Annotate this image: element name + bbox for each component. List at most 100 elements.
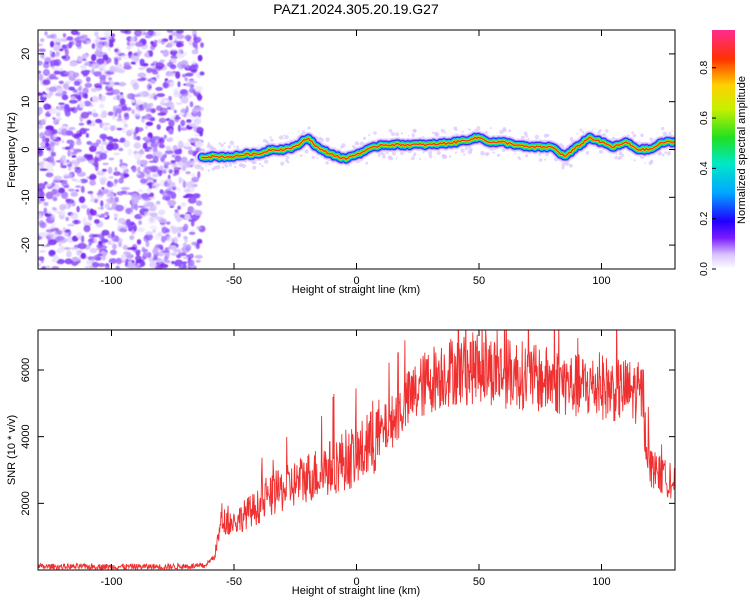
noise-speckle <box>85 76 91 83</box>
noise-speckle <box>38 256 45 261</box>
noise-speckle <box>149 192 155 198</box>
noise-speckle <box>106 136 114 141</box>
ridge-halo-dot <box>644 162 646 164</box>
noise-speckle <box>195 243 200 250</box>
ridge-halo-dot <box>428 154 433 159</box>
noise-speckle <box>68 99 78 104</box>
noise-speckle <box>121 253 126 260</box>
noise-speckle <box>87 160 95 164</box>
noise-speckle <box>99 176 108 183</box>
noise-speckle <box>159 189 164 195</box>
noise-speckle <box>48 86 58 93</box>
noise-speckle <box>194 85 203 93</box>
noise-speckle <box>180 127 188 131</box>
noise-speckle <box>46 34 54 39</box>
noise-speckle <box>191 49 199 55</box>
noise-speckle <box>57 105 62 109</box>
noise-speckle <box>113 213 119 218</box>
noise-speckle <box>188 81 198 84</box>
ridge-halo-dot <box>453 126 458 130</box>
noise-speckle <box>197 54 203 62</box>
noise-speckle <box>188 140 197 143</box>
noise-speckle <box>134 109 141 117</box>
noise-speckle <box>158 244 164 249</box>
ridge-halo-dot <box>412 128 417 133</box>
noise-speckle <box>170 58 177 64</box>
noise-speckle <box>59 38 69 42</box>
noise-speckle <box>94 87 103 91</box>
noise-speckle <box>180 202 186 207</box>
ridge-halo-dot <box>525 134 529 138</box>
noise-speckle <box>108 176 114 179</box>
colorbar-tick-label: 0.4 <box>699 161 710 175</box>
ridge-halo-dot <box>216 164 221 170</box>
noise-speckle <box>113 96 118 100</box>
noise-speckle <box>68 41 73 49</box>
noise-speckle <box>158 144 165 149</box>
noise-speckle <box>141 255 146 261</box>
spectrogram-y-tick-label: -20 <box>20 237 32 253</box>
ridge-halo-dot <box>440 128 445 133</box>
noise-speckle <box>188 123 196 127</box>
noise-speckle <box>174 37 178 43</box>
noise-speckle <box>93 237 98 244</box>
noise-speckle <box>95 118 102 124</box>
ridge-halo-dot <box>407 135 410 137</box>
noise-speckle <box>119 159 123 164</box>
noise-speckle <box>102 162 109 166</box>
noise-speckle <box>152 173 160 178</box>
noise-speckle <box>116 222 122 226</box>
noise-speckle <box>183 213 191 220</box>
noise-speckle <box>193 34 197 41</box>
snr-y-axis-label: SNR (10 * v/v) <box>6 415 18 485</box>
noise-speckle <box>129 235 135 241</box>
noise-speckle <box>168 169 173 174</box>
ridge-halo-dot <box>289 138 292 141</box>
noise-speckle <box>187 196 197 204</box>
noise-speckle <box>166 181 176 189</box>
noise-speckle <box>114 58 119 65</box>
ridge-halo-dot <box>221 166 225 169</box>
noise-speckle <box>165 80 169 84</box>
noise-speckle <box>135 126 139 134</box>
noise-speckle <box>51 232 58 239</box>
noise-speckle <box>174 116 182 120</box>
noise-speckle <box>42 94 46 98</box>
noise-speckle <box>177 187 181 194</box>
ridge-halo-dot <box>363 136 367 140</box>
noise-speckle <box>175 114 180 118</box>
noise-speckle <box>127 262 135 269</box>
ridge-halo-dot <box>301 130 306 134</box>
noise-speckle <box>79 178 88 184</box>
noise-speckle <box>69 62 78 67</box>
noise-speckle <box>130 36 135 42</box>
noise-speckle <box>152 70 159 75</box>
ridge-halo-dot <box>299 154 303 157</box>
noise-speckle <box>145 121 154 127</box>
noise-speckle <box>91 43 96 49</box>
noise-speckle <box>197 110 202 118</box>
noise-speckle <box>74 166 80 170</box>
noise-speckle <box>45 137 50 143</box>
noise-speckle <box>82 93 88 99</box>
ridge-halo-dot <box>499 129 504 135</box>
noise-speckle <box>45 183 52 187</box>
noise-speckle <box>200 42 204 48</box>
noise-speckle <box>149 225 158 230</box>
noise-speckle <box>148 93 154 100</box>
ridge-halo-dot <box>428 151 433 156</box>
noise-speckle <box>97 263 106 267</box>
noise-speckle <box>92 95 99 103</box>
noise-speckle <box>188 87 196 94</box>
noise-speckle <box>180 64 187 69</box>
noise-speckle <box>185 171 191 175</box>
noise-speckle <box>140 77 147 80</box>
ridge-halo-dot <box>341 143 346 148</box>
noise-speckle <box>59 204 66 211</box>
noise-speckle <box>113 82 120 86</box>
noise-speckle <box>168 34 173 41</box>
noise-speckle <box>142 103 151 109</box>
noise-speckle <box>180 156 188 164</box>
ridge-halo-dot <box>357 142 360 146</box>
ridge-halo-dot <box>298 130 300 133</box>
